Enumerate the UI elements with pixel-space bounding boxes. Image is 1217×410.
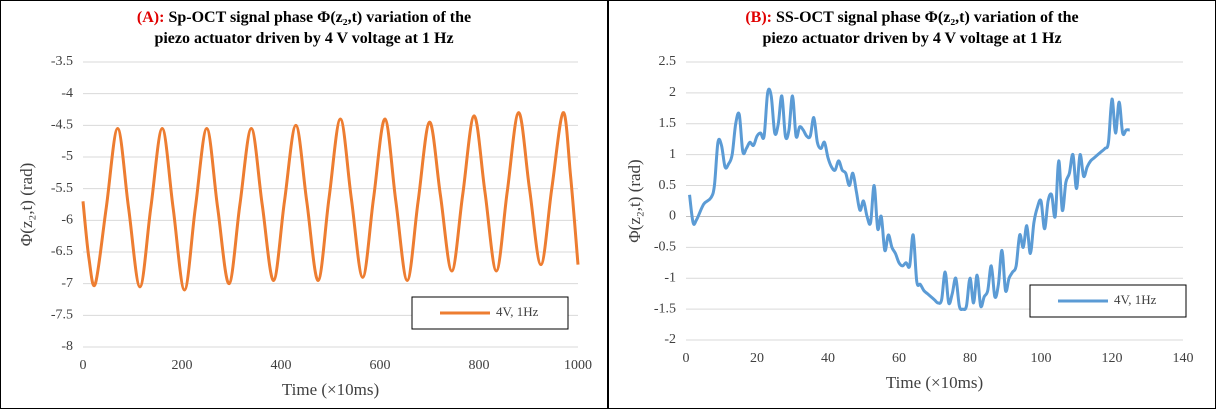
chart-title: piezo actuator driven by 4 V voltage at …: [154, 30, 453, 47]
title-line: piezo actuator driven by 4 V voltage at …: [762, 30, 1061, 47]
y-tick-label: 2: [669, 85, 676, 100]
data-line: [81, 111, 580, 292]
y-tick-label: -5.5: [51, 181, 73, 196]
x-tick-label: 120: [1102, 351, 1123, 366]
y-axis-title: Φ(z₂,t) (rad): [625, 159, 644, 242]
title-line: Sp-OCT signal phase Φ(z₂,t) variation of…: [168, 9, 471, 26]
title-line: SS-OCT signal phase Φ(z₂,t) variation of…: [776, 9, 1079, 26]
y-axis-title: Φ(z₂,t) (rad): [17, 163, 36, 246]
y-tick-label: -1: [664, 270, 676, 285]
x-tick-label: 1000: [564, 358, 592, 373]
y-tick-label: -4: [61, 86, 73, 101]
data-line: [688, 87, 1130, 311]
y-tick-label: 1: [669, 147, 676, 162]
y-tick-label: -6.5: [51, 244, 73, 259]
x-tick-label: 0: [80, 358, 87, 373]
x-axis-title: Time (×10ms): [282, 380, 379, 399]
legend-label: 4V, 1Hz: [1114, 292, 1157, 307]
x-tick-label: 40: [821, 351, 835, 366]
y-tick-label: -7.5: [51, 308, 73, 323]
y-tick-label: 0.5: [659, 178, 677, 193]
x-tick-label: 800: [469, 358, 490, 373]
x-tick-label: 600: [370, 358, 391, 373]
y-tick-label: -2: [664, 332, 676, 347]
y-tick-label: -8: [61, 339, 73, 354]
legend-label: 4V, 1Hz: [496, 304, 539, 319]
y-tick-label: 2.5: [659, 54, 677, 69]
y-tick-label: 0: [669, 209, 676, 224]
y-tick-label: -1.5: [654, 301, 676, 316]
y-tick-label: 1.5: [659, 116, 677, 131]
x-tick-label: 20: [750, 351, 764, 366]
y-tick-label: -4.5: [51, 118, 73, 133]
x-tick-label: 0: [683, 351, 690, 366]
title-line: piezo actuator driven by 4 V voltage at …: [154, 30, 453, 47]
title-label: (A):: [137, 9, 169, 26]
title-label: (B):: [745, 9, 776, 26]
x-tick-label: 400: [271, 358, 292, 373]
y-tick-label: -0.5: [654, 240, 676, 255]
x-tick-label: 140: [1173, 351, 1194, 366]
y-tick-label: -6: [61, 213, 73, 228]
y-tick-label: -5: [61, 149, 73, 164]
x-axis-title: Time (×10ms): [886, 373, 983, 392]
chart-title: (B): SS-OCT signal phase Φ(z₂,t) variati…: [745, 9, 1078, 26]
chart-title: piezo actuator driven by 4 V voltage at …: [762, 30, 1061, 47]
chart-title: (A): Sp-OCT signal phase Φ(z₂,t) variati…: [137, 9, 471, 26]
x-tick-label: 80: [963, 351, 977, 366]
x-tick-label: 200: [172, 358, 193, 373]
y-tick-label: -7: [61, 276, 73, 291]
y-tick-label: -3.5: [51, 54, 73, 69]
x-tick-label: 100: [1031, 351, 1052, 366]
x-tick-label: 60: [892, 351, 906, 366]
